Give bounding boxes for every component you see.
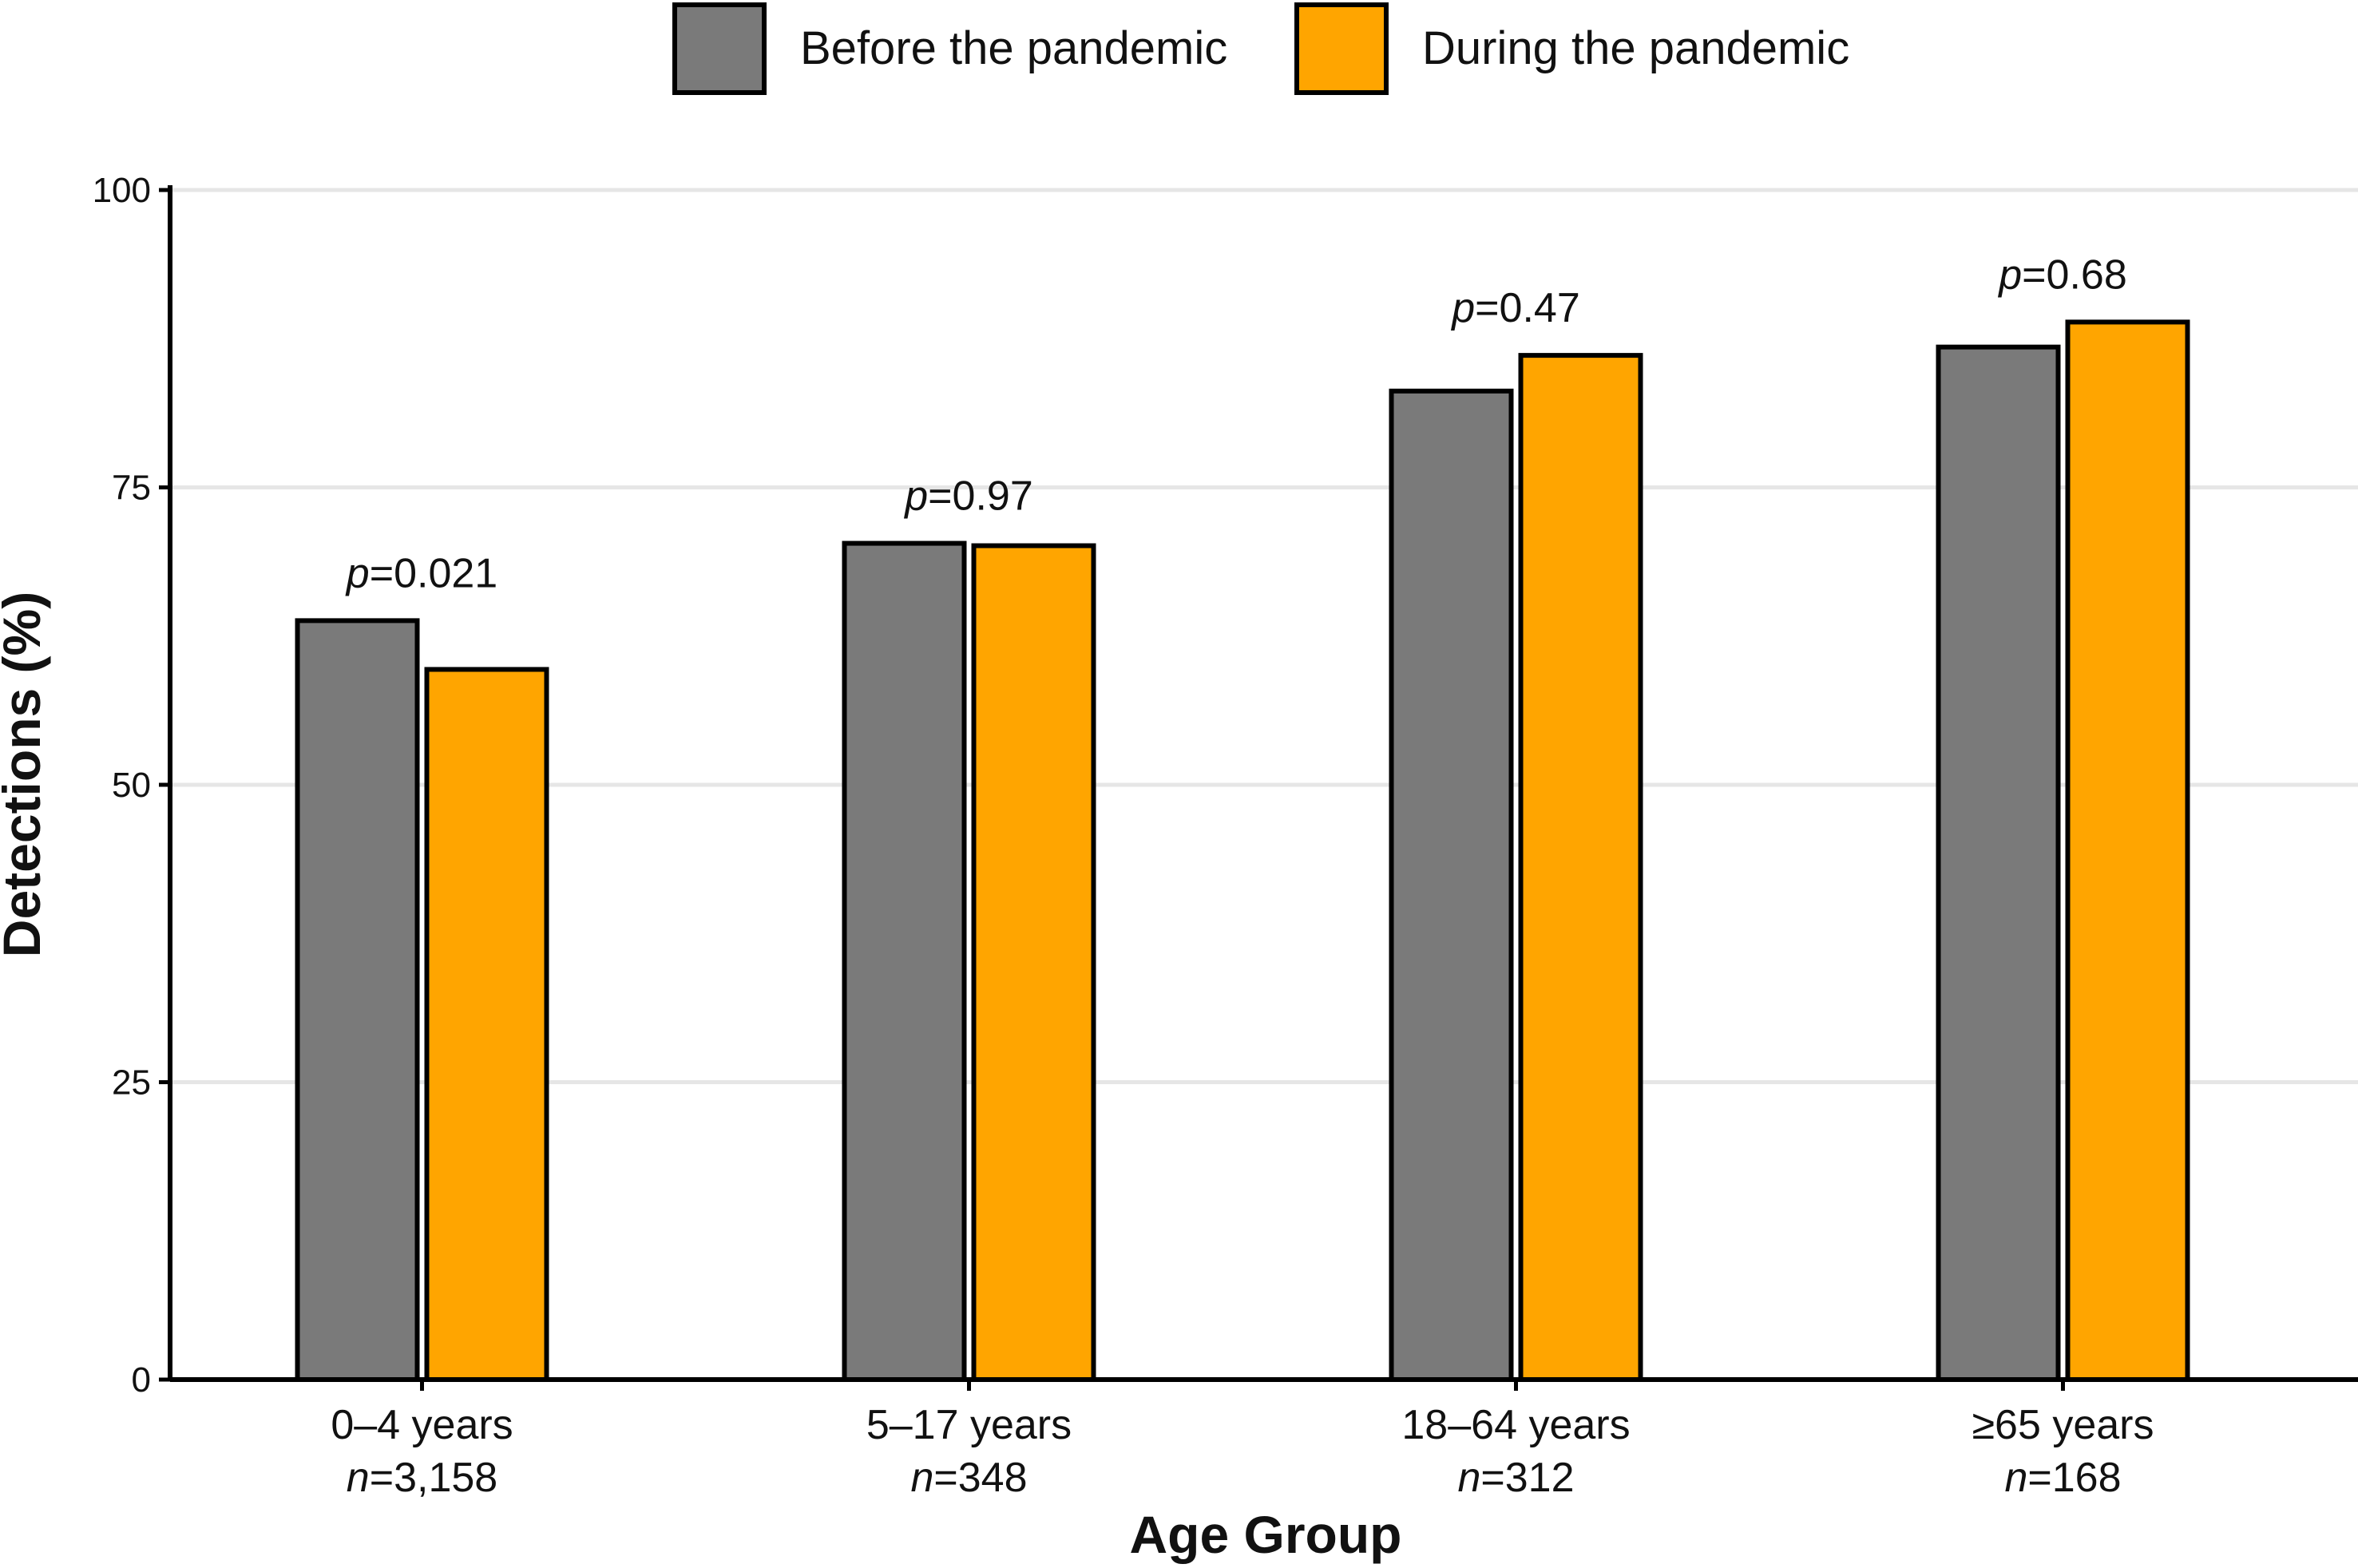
bars: [295, 319, 2190, 1382]
x-axis-title: Age Group: [1130, 1505, 1402, 1564]
p-value-label: p=0.47: [1450, 285, 1580, 331]
category-label: ≥65 years: [1972, 1402, 2154, 1448]
y-tick-label: 25: [112, 1063, 151, 1103]
y-tick-label: 75: [112, 469, 151, 508]
legend-swatch-before: [672, 2, 767, 95]
y-tick-label: 100: [93, 171, 151, 210]
bar-during-2: [971, 543, 1096, 1382]
p-value-label: p=0.68: [1997, 251, 2127, 298]
y-axis-title: Detections (%): [0, 592, 51, 957]
bar-before-2: [842, 540, 967, 1382]
sample-size-label: n=168: [2004, 1455, 2121, 1501]
bar-during-1: [424, 667, 549, 1382]
legend: Before the pandemic During the pandemic: [672, 2, 1849, 95]
legend-label-during: During the pandemic: [1422, 22, 1849, 74]
legend-swatch-during: [1294, 2, 1389, 95]
p-value-label: p=0.021: [345, 550, 497, 596]
category-label: 0–4 years: [331, 1402, 513, 1448]
bar-before-4: [1936, 344, 2061, 1382]
y-tick-label: 50: [112, 766, 151, 805]
sample-size-label: n=312: [1457, 1455, 1574, 1501]
sample-size-label: n=3,158: [347, 1455, 497, 1501]
bar-before-1: [295, 618, 420, 1382]
category-label: 18–64 years: [1401, 1402, 1630, 1448]
labels: 0 25 50 75 100 0–4 years n=3,158 p=0.021 5–17 ye…: [93, 171, 2154, 1501]
axes: [159, 185, 2358, 1391]
legend-label-before: Before the pandemic: [800, 22, 1227, 74]
bar-before-3: [1389, 388, 1514, 1382]
category-label: 5–17 years: [866, 1402, 1072, 1448]
p-value-label: p=0.97: [903, 473, 1033, 520]
sample-size-label: n=348: [910, 1455, 1027, 1501]
bar-during-3: [1518, 353, 1643, 1382]
bar-during-4: [2065, 319, 2190, 1382]
y-tick-label: 0: [132, 1360, 151, 1400]
